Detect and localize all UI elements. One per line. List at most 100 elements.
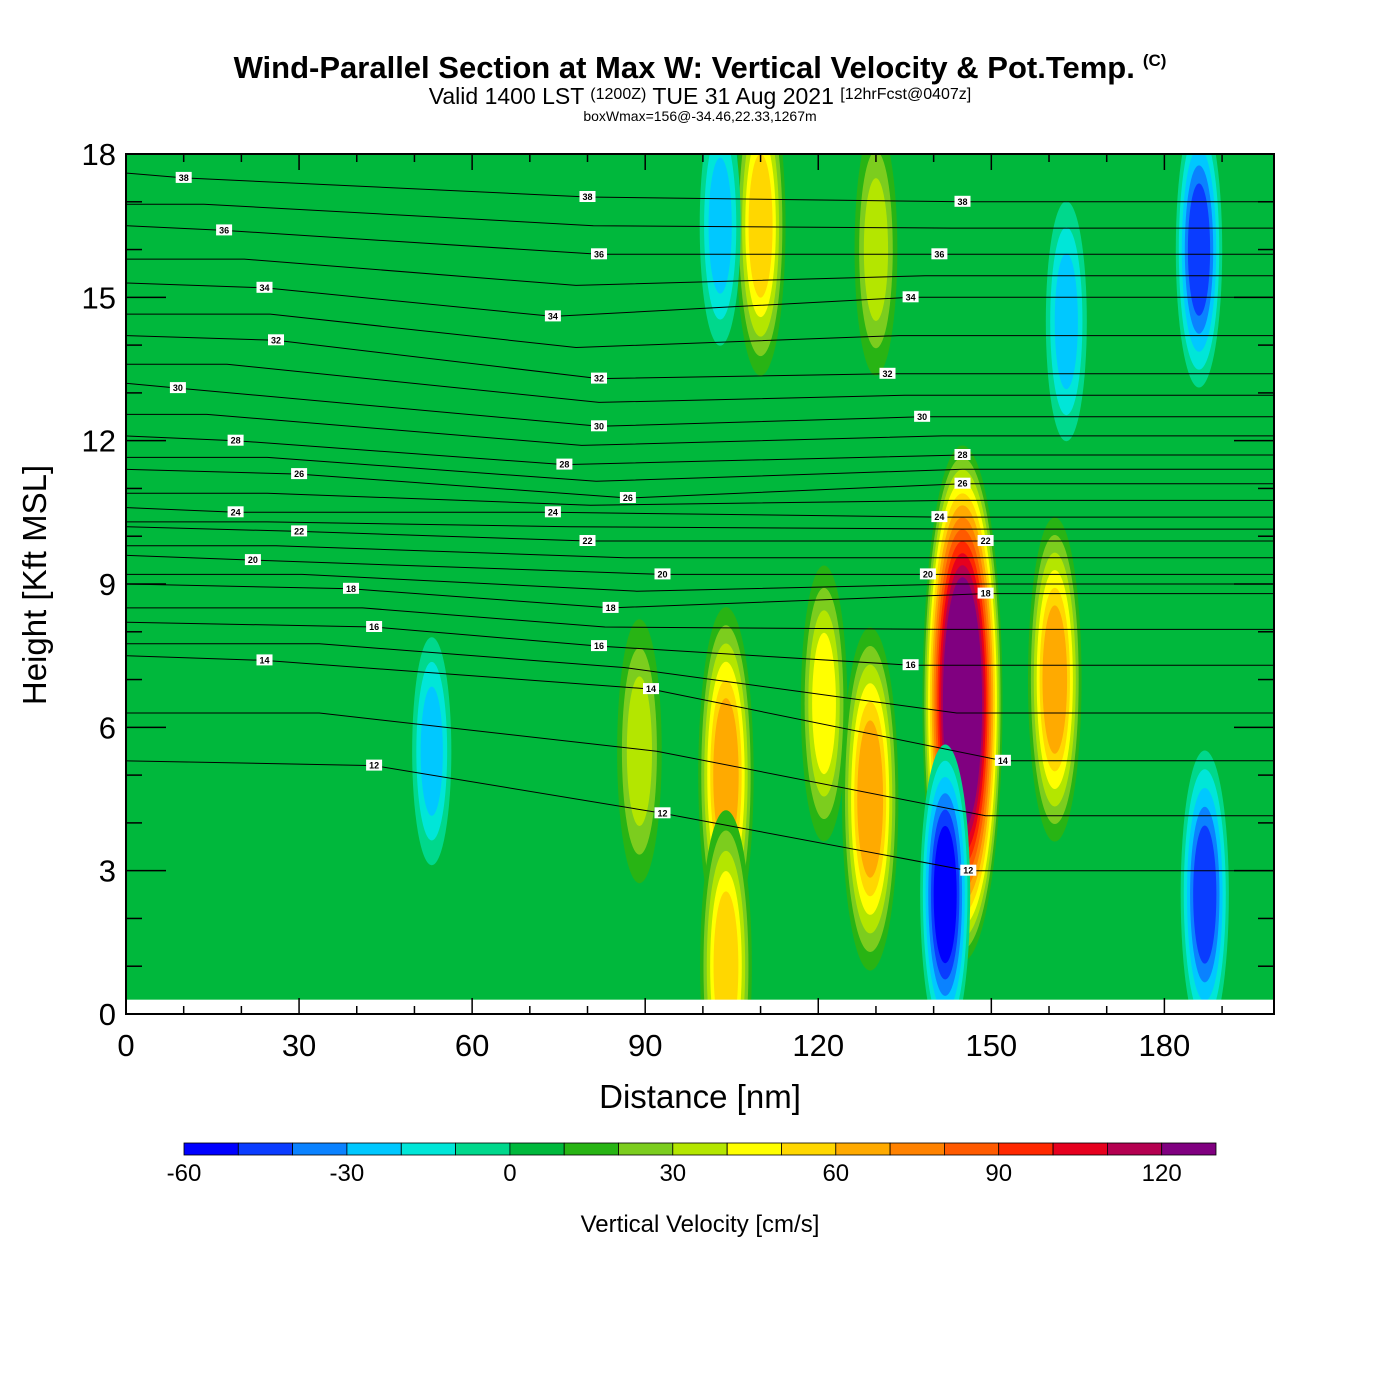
theta-label-36: 22 [978, 535, 994, 546]
colorbar-swatch [510, 1143, 564, 1155]
velocity-cell-8-band-4 [1193, 825, 1216, 963]
velocity-cell-6-band-5 [934, 826, 957, 963]
theta-label-text: 12 [657, 808, 667, 818]
theta-label-12: 14 [257, 654, 273, 665]
y-tick-label: 12 [82, 424, 116, 459]
velocity-cell-13-band-2 [709, 158, 732, 294]
colorbar: -60 -30 0 30 60 90 120 [167, 1143, 1216, 1187]
theta-label-25: 16 [591, 640, 607, 651]
theta-label-39: 16 [903, 659, 919, 670]
velocity-cell-3-band-3 [812, 633, 836, 774]
theta-label-13: 12 [366, 760, 382, 771]
y-tick-label: 0 [99, 997, 116, 1032]
terrain-strip [126, 1000, 1274, 1014]
theta-label-text: 14 [998, 756, 1008, 766]
theta-label-text: 24 [231, 507, 241, 517]
colorbar-swatch [999, 1143, 1053, 1155]
theta-label-text: 12 [369, 761, 379, 771]
y-tick-label: 18 [82, 137, 116, 172]
theta-label-33: 28 [955, 449, 971, 460]
theta-label-text: 22 [981, 536, 991, 546]
colorbar-tick-label: 120 [1142, 1160, 1182, 1187]
theta-label-text: 34 [906, 292, 916, 302]
theta-label-38: 18 [978, 588, 994, 599]
x-tick-label: 30 [282, 1028, 316, 1063]
colorbar-swatch [1053, 1143, 1107, 1155]
velocity-cell-9-band-4 [1188, 183, 1210, 315]
theta-label-text: 28 [957, 450, 967, 460]
x-tick-label: 150 [965, 1028, 1017, 1063]
theta-label-text: 18 [981, 589, 991, 599]
colorbar-swatch [401, 1143, 455, 1155]
theta-label-text: 16 [906, 660, 916, 670]
x-tick-label: 60 [455, 1028, 489, 1063]
theta-label-text: 14 [259, 655, 269, 665]
theta-label-27: 12 [655, 807, 671, 818]
theta-label-text: 32 [271, 335, 281, 345]
colorbar-swatch [619, 1143, 673, 1155]
theta-label-text: 16 [369, 622, 379, 632]
theta-label-3: 32 [268, 334, 284, 345]
colorbar-swatch [238, 1143, 292, 1155]
x-axis-label: Distance [nm] [599, 1078, 801, 1115]
theta-label-4: 30 [170, 382, 186, 393]
colorbar-tick-label: 60 [822, 1160, 849, 1187]
theta-label-text: 20 [923, 569, 933, 579]
theta-label-23: 20 [655, 568, 671, 579]
y-tick-label: 15 [82, 280, 116, 315]
theta-label-text: 22 [294, 526, 304, 536]
theta-label-24: 18 [603, 602, 619, 613]
theta-label-text: 18 [606, 603, 616, 613]
theta-label-16: 34 [545, 310, 561, 321]
theta-label-text: 36 [594, 249, 604, 259]
cross-section-chart: 38 36 34 32 30 28 26 24 22 20 18 16 14 12 38 36 34 32 30 28… [0, 0, 1400, 1400]
theta-label-text: 12 [963, 866, 973, 876]
colorbar-tick-label: -60 [167, 1160, 202, 1187]
theta-label-22: 22 [580, 535, 596, 546]
theta-label-7: 24 [228, 506, 244, 517]
theta-label-9: 20 [245, 554, 261, 565]
colorbar-swatch [727, 1143, 781, 1155]
theta-label-text: 32 [882, 369, 892, 379]
theta-label-21: 24 [545, 506, 561, 517]
theta-label-text: 24 [548, 507, 558, 517]
theta-label-15: 36 [591, 248, 607, 259]
theta-label-text: 36 [219, 225, 229, 235]
theta-label-14: 38 [580, 191, 596, 202]
x-tick-label: 120 [792, 1028, 844, 1063]
theta-label-19: 28 [556, 459, 572, 470]
theta-label-17: 32 [591, 373, 607, 384]
colorbar-swatch [1107, 1143, 1161, 1155]
theta-label-40: 14 [995, 755, 1011, 766]
y-tick-label: 9 [99, 567, 116, 602]
theta-label-5: 28 [228, 435, 244, 446]
theta-label-0: 38 [176, 172, 192, 183]
x-tick-label: 0 [117, 1028, 134, 1063]
colorbar-tick-label: 30 [659, 1160, 686, 1187]
theta-label-text: 30 [594, 421, 604, 431]
colorbar-swatch [890, 1143, 944, 1155]
theta-label-text: 26 [623, 493, 633, 503]
theta-label-20: 26 [620, 492, 636, 503]
colorbar-tick-label: 0 [503, 1160, 516, 1187]
theta-label-41: 12 [960, 865, 976, 876]
colorbar-swatch [836, 1143, 890, 1155]
theta-label-26: 14 [643, 683, 659, 694]
colorbar-swatch [673, 1143, 727, 1155]
theta-label-11: 16 [366, 621, 382, 632]
theta-label-text: 20 [248, 555, 258, 565]
theta-label-text: 26 [957, 479, 967, 489]
velocity-cell-2-band-4 [749, 154, 773, 298]
y-axis-label: Height [Kft MSL] [16, 465, 53, 705]
theta-label-35: 24 [931, 511, 947, 522]
theta-label-37: 20 [920, 568, 936, 579]
velocity-cell-11-band-2 [421, 687, 443, 816]
theta-label-8: 22 [291, 525, 307, 536]
colorbar-swatch [564, 1143, 618, 1155]
theta-label-text: 24 [934, 512, 944, 522]
velocity-cell-14-band-2 [1055, 253, 1078, 389]
colorbar-label: Vertical Velocity [cm/s] [581, 1211, 820, 1238]
theta-label-text: 28 [559, 460, 569, 470]
theta-label-text: 18 [346, 584, 356, 594]
colorbar-tick-label: -30 [330, 1160, 365, 1187]
